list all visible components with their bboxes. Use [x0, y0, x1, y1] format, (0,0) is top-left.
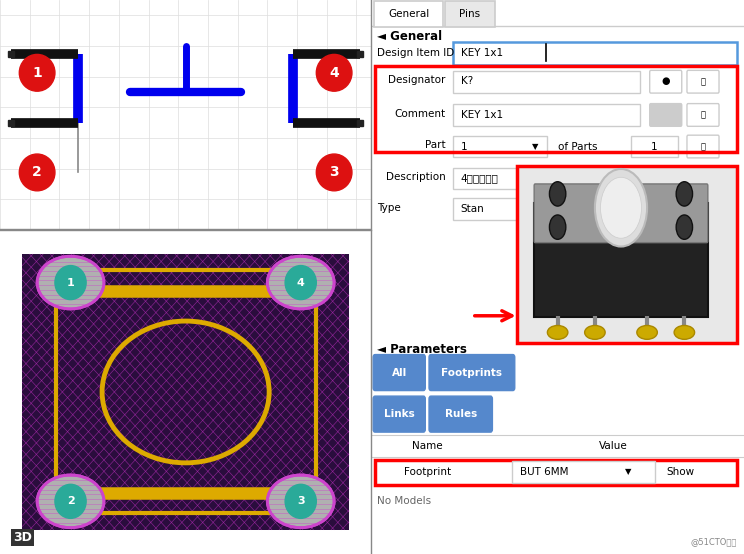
FancyBboxPatch shape — [650, 104, 682, 126]
FancyBboxPatch shape — [375, 460, 737, 485]
Circle shape — [55, 484, 86, 519]
Circle shape — [19, 154, 55, 191]
Text: KEY 1x1: KEY 1x1 — [461, 110, 503, 120]
Circle shape — [316, 154, 352, 191]
Circle shape — [285, 484, 316, 519]
Text: BUT 6MM: BUT 6MM — [520, 467, 569, 477]
FancyBboxPatch shape — [534, 184, 708, 243]
Text: 1: 1 — [32, 66, 42, 80]
Text: Comment: Comment — [394, 109, 446, 119]
Ellipse shape — [37, 475, 104, 527]
Text: Rules: Rules — [445, 409, 477, 419]
Ellipse shape — [267, 475, 334, 527]
FancyBboxPatch shape — [534, 203, 708, 317]
Text: Name: Name — [412, 441, 443, 451]
FancyBboxPatch shape — [632, 136, 678, 157]
Text: All: All — [391, 368, 407, 378]
Text: 1: 1 — [67, 278, 74, 288]
Circle shape — [676, 182, 693, 206]
Circle shape — [316, 54, 352, 91]
FancyBboxPatch shape — [429, 396, 493, 432]
FancyBboxPatch shape — [512, 461, 655, 483]
Text: K?: K? — [461, 76, 473, 86]
Text: General: General — [388, 9, 429, 19]
Text: Pins: Pins — [460, 9, 481, 19]
Text: 4脚轻触按键: 4脚轻触按键 — [461, 173, 498, 183]
FancyBboxPatch shape — [452, 104, 641, 126]
Text: Footprint: Footprint — [403, 467, 451, 477]
Text: ▼: ▼ — [625, 468, 632, 476]
Circle shape — [549, 182, 566, 206]
Circle shape — [285, 265, 316, 300]
Text: Part: Part — [425, 140, 446, 150]
Text: @51CTO博客: @51CTO博客 — [690, 537, 737, 546]
FancyBboxPatch shape — [452, 71, 641, 93]
Ellipse shape — [637, 325, 658, 339]
FancyBboxPatch shape — [374, 1, 443, 27]
FancyBboxPatch shape — [373, 355, 426, 391]
FancyBboxPatch shape — [452, 136, 547, 157]
Ellipse shape — [37, 257, 104, 309]
Text: Stan: Stan — [461, 204, 484, 214]
Circle shape — [19, 54, 55, 91]
Text: Show: Show — [667, 467, 695, 477]
Text: ▼: ▼ — [531, 142, 538, 151]
Text: 1: 1 — [461, 142, 467, 152]
FancyBboxPatch shape — [429, 355, 515, 391]
Text: ●: ● — [661, 76, 670, 86]
Text: Design Item ID: Design Item ID — [377, 48, 454, 58]
Text: ◄ Parameters: ◄ Parameters — [377, 342, 466, 356]
Text: No Models: No Models — [377, 496, 431, 506]
Text: ◄ General: ◄ General — [377, 29, 442, 43]
Text: 3D: 3D — [13, 531, 32, 544]
Text: 2: 2 — [32, 166, 42, 179]
FancyBboxPatch shape — [687, 135, 719, 158]
Text: Type: Type — [377, 203, 400, 213]
Text: Designator: Designator — [388, 75, 446, 85]
Text: 3: 3 — [330, 166, 339, 179]
FancyBboxPatch shape — [445, 1, 496, 27]
FancyBboxPatch shape — [650, 70, 682, 93]
Text: 🔓: 🔓 — [701, 110, 705, 119]
Ellipse shape — [548, 325, 568, 339]
Circle shape — [595, 169, 647, 247]
Text: Value: Value — [599, 441, 628, 451]
FancyBboxPatch shape — [452, 198, 528, 220]
Text: 🔓: 🔓 — [701, 142, 705, 151]
Text: 2: 2 — [67, 496, 74, 506]
Text: 4: 4 — [330, 66, 339, 80]
FancyBboxPatch shape — [373, 396, 426, 432]
FancyBboxPatch shape — [22, 254, 349, 530]
Text: 4: 4 — [297, 278, 304, 288]
FancyBboxPatch shape — [548, 186, 693, 241]
Ellipse shape — [674, 325, 695, 339]
FancyBboxPatch shape — [687, 70, 719, 93]
Circle shape — [600, 177, 641, 238]
Circle shape — [549, 215, 566, 239]
Circle shape — [55, 265, 86, 300]
Text: of Parts: of Parts — [558, 142, 597, 152]
Text: Description: Description — [386, 172, 446, 182]
FancyBboxPatch shape — [516, 166, 737, 343]
Circle shape — [676, 215, 693, 239]
Text: Footprints: Footprints — [441, 368, 502, 378]
Text: 3: 3 — [297, 496, 304, 506]
Text: 🔓: 🔓 — [701, 77, 705, 86]
Text: Links: Links — [384, 409, 414, 419]
Ellipse shape — [585, 325, 605, 339]
FancyBboxPatch shape — [452, 168, 737, 189]
Text: 1: 1 — [651, 142, 658, 152]
FancyBboxPatch shape — [452, 42, 737, 65]
FancyBboxPatch shape — [687, 104, 719, 126]
Text: KEY 1x1: KEY 1x1 — [461, 48, 503, 58]
Ellipse shape — [267, 257, 334, 309]
